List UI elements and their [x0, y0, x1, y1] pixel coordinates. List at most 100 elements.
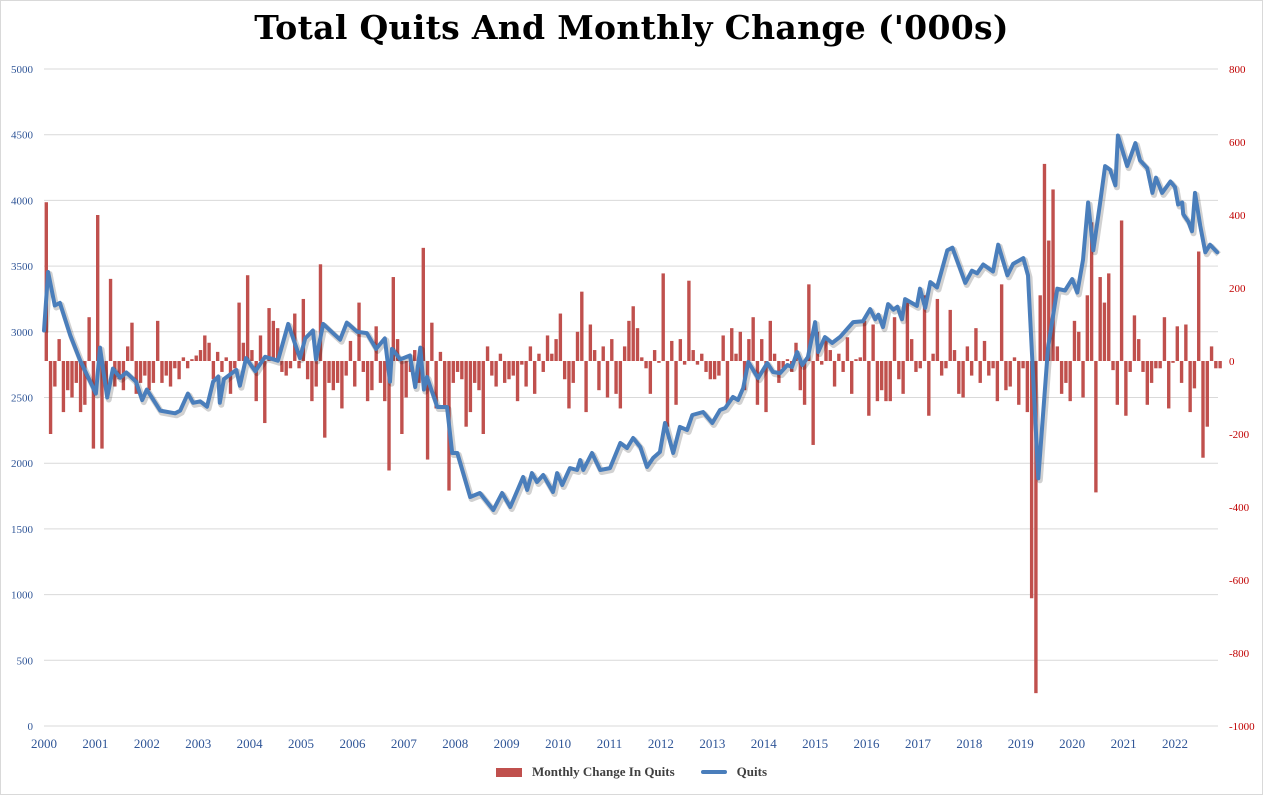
bar-monthly-change [550, 353, 554, 361]
right-axis-tick-label: 200 [1229, 283, 1246, 295]
bar-monthly-change [575, 331, 580, 361]
bar-monthly-change [532, 361, 537, 394]
bar-monthly-change [151, 361, 156, 383]
bar-monthly-change [1124, 361, 1128, 416]
bar-monthly-change [614, 361, 618, 394]
bar-monthly-change [485, 346, 490, 361]
bar-monthly-change [1081, 361, 1085, 398]
bar-monthly-change [404, 361, 408, 398]
bar-monthly-change [138, 361, 143, 383]
bar-monthly-change [558, 313, 563, 361]
bar-monthly-change [258, 335, 263, 361]
bar-monthly-change [383, 361, 387, 402]
x-axis-tick-label: 2001 [82, 736, 108, 751]
bar-monthly-change [1154, 361, 1158, 369]
bar-monthly-change [1012, 357, 1017, 361]
x-axis-tick-label: 2016 [854, 736, 881, 751]
bar-monthly-change [425, 361, 430, 460]
bar-monthly-change [567, 361, 571, 409]
bar-monthly-change [1098, 277, 1102, 361]
bar-monthly-change [164, 361, 168, 376]
bar-monthly-change [490, 361, 494, 376]
bar-monthly-change [173, 361, 177, 369]
bar-monthly-change [751, 317, 755, 361]
bar-monthly-change [991, 361, 995, 369]
bar-monthly-change [584, 361, 588, 413]
bar-monthly-change [361, 361, 366, 372]
x-axis-tick-label: 2012 [648, 736, 674, 751]
bar-monthly-change [545, 335, 550, 361]
bar-monthly-change [1192, 361, 1197, 389]
bar-monthly-change [592, 350, 597, 361]
bar-monthly-change [305, 361, 310, 380]
bar-monthly-change [1072, 320, 1077, 361]
bar-monthly-change [220, 361, 224, 372]
bar-monthly-change [939, 361, 944, 376]
bar-monthly-change [520, 361, 524, 365]
left-axis-tick-label: 5000 [11, 64, 34, 76]
bar-monthly-change [772, 353, 777, 361]
right-axis-tick-label: -400 [1229, 502, 1250, 514]
bar-monthly-change [155, 320, 160, 361]
bar-monthly-change [1029, 361, 1034, 599]
legend-swatch-bar [495, 767, 522, 777]
bar-monthly-change [61, 361, 66, 413]
bar-monthly-change [832, 361, 837, 387]
bar-monthly-change [241, 342, 246, 361]
bar-monthly-change [207, 342, 211, 361]
bar-monthly-change [168, 361, 173, 387]
bar-monthly-change [875, 361, 880, 402]
bar-monthly-change [640, 357, 644, 361]
bar-monthly-change [143, 361, 147, 376]
bar-monthly-change [511, 361, 515, 376]
bar-monthly-change [194, 355, 198, 361]
legend: Monthly Change In Quits Quits [0, 764, 1263, 780]
bar-monthly-change [648, 361, 653, 394]
bar-monthly-change [502, 361, 507, 383]
bar-monthly-change [1021, 361, 1025, 369]
bar-monthly-change [430, 322, 434, 361]
bar-monthly-change [1137, 339, 1141, 361]
bar-monthly-change [263, 361, 267, 424]
bar-monthly-change [353, 361, 357, 387]
x-axis-tick-label: 2020 [1059, 736, 1085, 751]
bar-monthly-change [580, 291, 584, 361]
bar-monthly-change [824, 339, 828, 361]
right-axis-tick-label: 0 [1229, 356, 1235, 368]
x-axis-tick-label: 2003 [185, 736, 211, 751]
bar-monthly-change [125, 346, 130, 361]
bar-monthly-change [931, 353, 935, 361]
bar-monthly-change [96, 215, 100, 361]
bar-monthly-change [468, 361, 473, 413]
right-axis-tick-label: -200 [1229, 429, 1250, 441]
bar-monthly-change [1051, 189, 1055, 361]
bar-monthly-change [391, 277, 395, 361]
quits-line [42, 133, 1220, 512]
x-axis-tick-label: 2009 [494, 736, 520, 751]
bar-monthly-change [53, 361, 57, 387]
bar-monthly-change [1017, 361, 1021, 405]
bar-monthly-change [250, 350, 254, 361]
bar-monthly-change [473, 361, 477, 383]
bar-monthly-change [421, 247, 425, 361]
bar-monthly-change [987, 361, 991, 376]
bar-monthly-change [70, 361, 74, 398]
bar-monthly-change [280, 361, 284, 372]
bar-monthly-change [190, 359, 194, 361]
bar-monthly-change [627, 320, 631, 361]
bar-monthly-change [1209, 346, 1214, 361]
x-axis-tick-label: 2005 [288, 736, 314, 751]
bar-monthly-change [1175, 326, 1179, 361]
bar-monthly-change [284, 361, 288, 376]
bar-monthly-change [327, 361, 331, 383]
bar-monthly-change [652, 350, 657, 361]
bar-monthly-change [271, 320, 276, 361]
bar-monthly-change [1008, 361, 1012, 387]
bar-monthly-change [978, 361, 982, 383]
bar-monthly-change [211, 361, 216, 380]
x-axis-tick-label: 2002 [134, 736, 160, 751]
bar-monthly-change [481, 361, 485, 434]
bar-monthly-change [888, 361, 892, 402]
bar-monthly-change [995, 361, 1000, 402]
bar-monthly-change [957, 361, 961, 394]
